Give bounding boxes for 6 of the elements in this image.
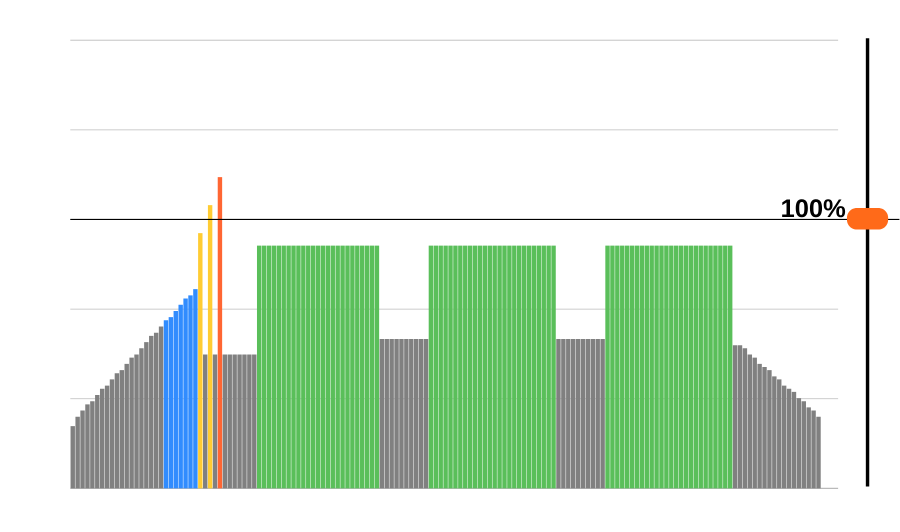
bar <box>203 354 208 489</box>
annotation: 100% <box>782 199 846 218</box>
bar <box>208 205 212 489</box>
bar <box>212 354 218 489</box>
bar <box>218 177 222 489</box>
bar <box>198 233 203 489</box>
